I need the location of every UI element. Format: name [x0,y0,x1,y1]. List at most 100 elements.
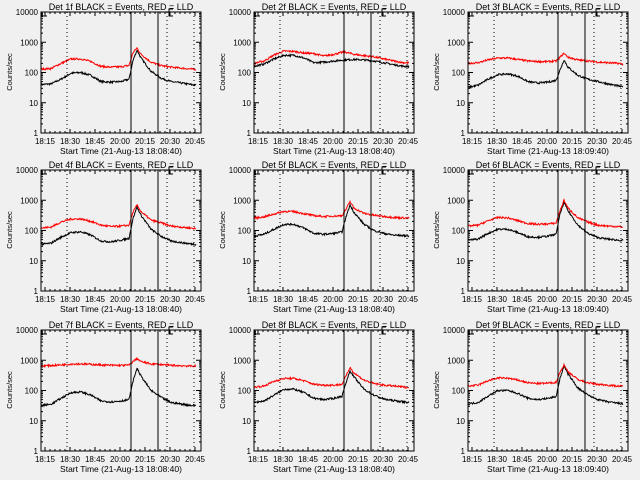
y-axis-label: Counts/sec [5,53,14,91]
interval-marker-end [381,326,386,335]
x-tick-label: 18:15 [462,295,483,304]
x-tick-label: 18:15 [35,137,56,146]
x-tick-label: 18:15 [248,295,269,304]
plot-frame [467,329,629,452]
x-tick-label: 18:30 [487,137,508,146]
interval-marker-end [168,326,173,335]
y-tick-label: 100 [238,387,252,396]
y-tick-label: 10 [29,99,38,108]
x-tick-label: 20:45 [398,455,419,464]
y-tick-label: 10 [242,257,251,266]
x-tick-label: 20:30 [587,295,608,304]
plot-frame [467,11,629,134]
x-tick-label: 20:00 [323,295,344,304]
plot-frame [253,11,415,134]
series-lld [467,362,624,389]
y-tick-label: 10000 [229,326,252,335]
y-tick-label: 1000 [20,38,38,47]
interval-marker-end [595,166,600,175]
y-axis-label: Counts/sec [218,211,227,249]
plot-frame [253,169,415,292]
x-tick-label: 20:15 [135,137,156,146]
y-tick-label: 10000 [443,326,466,335]
x-tick-label: 20:45 [612,455,633,464]
interval-marker-end [595,8,600,17]
y-tick-label: 10000 [229,8,252,17]
plot-frame [467,169,629,292]
x-tick-label: 20:15 [562,295,583,304]
y-tick-label: 100 [25,69,39,78]
x-axis-label: Start Time (21-Aug-13 18:09:40) [487,146,609,156]
x-tick-label: 18:45 [512,137,533,146]
y-tick-label: 100 [238,69,252,78]
y-tick-label: 100 [452,227,466,236]
x-tick-label: 20:15 [348,295,369,304]
y-tick-label: 1000 [20,196,38,205]
y-tick-label: 10 [456,257,465,266]
x-tick-label: 20:30 [373,295,394,304]
plot-frame [40,329,202,452]
y-tick-label: 10 [242,99,251,108]
y-axis-label: Counts/sec [432,53,441,91]
y-tick-label: 10000 [229,166,252,175]
x-tick-label: 20:45 [398,295,419,304]
series-lld [40,47,197,72]
panel-title: Det 7f BLACK = Events, RED = LLD [49,320,194,330]
x-tick-label: 18:45 [298,137,319,146]
x-tick-label: 20:45 [612,137,633,146]
panel-det-1: 1 10 100 1000 10000 18:15 18:30 18:45 20:00 20:15… [5,2,206,156]
series-lld [467,52,624,67]
series-events [467,60,624,90]
y-tick-label: 100 [452,69,466,78]
x-tick-label: 18:30 [60,455,81,464]
y-tick-label: 10 [456,99,465,108]
x-tick-label: 20:00 [323,455,344,464]
x-tick-label: 18:15 [248,455,269,464]
x-tick-label: 20:00 [110,455,131,464]
y-tick-label: 1 [461,447,466,456]
plot-frame [40,11,202,134]
x-axis-label: Start Time (21-Aug-13 18:08:40) [273,146,395,156]
interval-marker-end [381,166,386,175]
panel-det-4: 1 10 100 1000 10000 18:15 18:30 18:45 20:00 20:15… [5,160,206,314]
series-lld [253,366,410,389]
panel-det-6: 1 10 100 1000 10000 18:15 18:30 18:45 20:00 20:15… [432,160,633,314]
y-axis-label: Counts/sec [218,53,227,91]
y-tick-label: 1000 [20,356,38,365]
x-tick-label: 18:15 [462,455,483,464]
x-tick-label: 20:30 [160,455,181,464]
x-axis-label: Start Time (21-Aug-13 18:08:40) [273,464,395,474]
series-lld [467,198,624,229]
y-tick-label: 1000 [233,38,251,47]
interval-marker-end [168,8,173,17]
x-tick-label: 20:45 [185,295,206,304]
panel-det-2: 1 10 100 1000 10000 18:15 18:30 18:45 20:00 20:15… [218,2,419,156]
plot-frame [40,169,202,292]
y-tick-label: 10000 [16,326,39,335]
panel-title: Det 4f BLACK = Events, RED = LLD [49,160,194,170]
y-tick-label: 1 [34,287,39,296]
x-tick-label: 18:15 [462,137,483,146]
panel-title: Det 9f BLACK = Events, RED = LLD [476,320,621,330]
y-tick-label: 100 [452,387,466,396]
x-tick-label: 20:15 [135,455,156,464]
x-tick-label: 20:15 [562,455,583,464]
y-tick-label: 1000 [447,38,465,47]
x-tick-label: 20:30 [160,295,181,304]
x-tick-label: 20:15 [562,137,583,146]
x-tick-label: 18:45 [298,295,319,304]
x-tick-label: 18:45 [298,455,319,464]
x-tick-label: 20:30 [587,455,608,464]
y-tick-label: 1000 [233,356,251,365]
y-tick-label: 1000 [447,356,465,365]
panel-title: Det 8f BLACK = Events, RED = LLD [262,320,407,330]
x-tick-label: 20:00 [537,455,558,464]
y-tick-label: 10000 [16,8,39,17]
x-tick-label: 20:45 [398,137,419,146]
plot-frame [253,329,415,452]
series-events [253,370,410,405]
series-lld [40,357,197,369]
x-tick-label: 20:00 [110,137,131,146]
x-tick-label: 18:15 [35,295,56,304]
